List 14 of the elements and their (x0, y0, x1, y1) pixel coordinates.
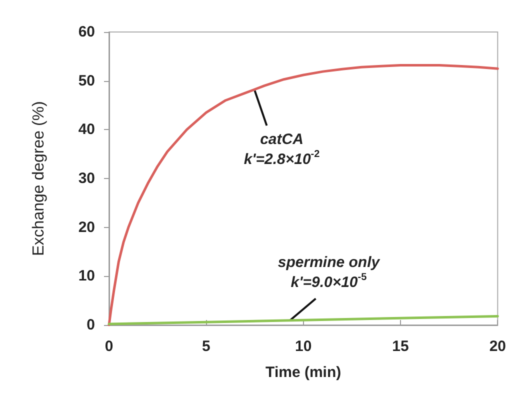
y-tick-label: 50 (78, 72, 95, 90)
x-tick-label: 10 (294, 338, 312, 355)
y-tick-label: 0 (86, 316, 95, 334)
y-tick-label: 20 (78, 218, 95, 236)
x-tick-label: 20 (489, 338, 506, 355)
y-axis-title: Exchange degree (%) (30, 101, 48, 256)
x-tick-label: 15 (392, 338, 409, 355)
y-tick-label: 30 (78, 170, 95, 187)
x-tick-label: 5 (202, 338, 210, 355)
x-tick-label: 0 (104, 338, 114, 355)
y-tick-label: 40 (78, 121, 95, 138)
x-axis-title: Time (min) (266, 364, 342, 381)
y-tick-label: 10 (78, 268, 95, 285)
y-tick-label: 60 (78, 24, 95, 40)
